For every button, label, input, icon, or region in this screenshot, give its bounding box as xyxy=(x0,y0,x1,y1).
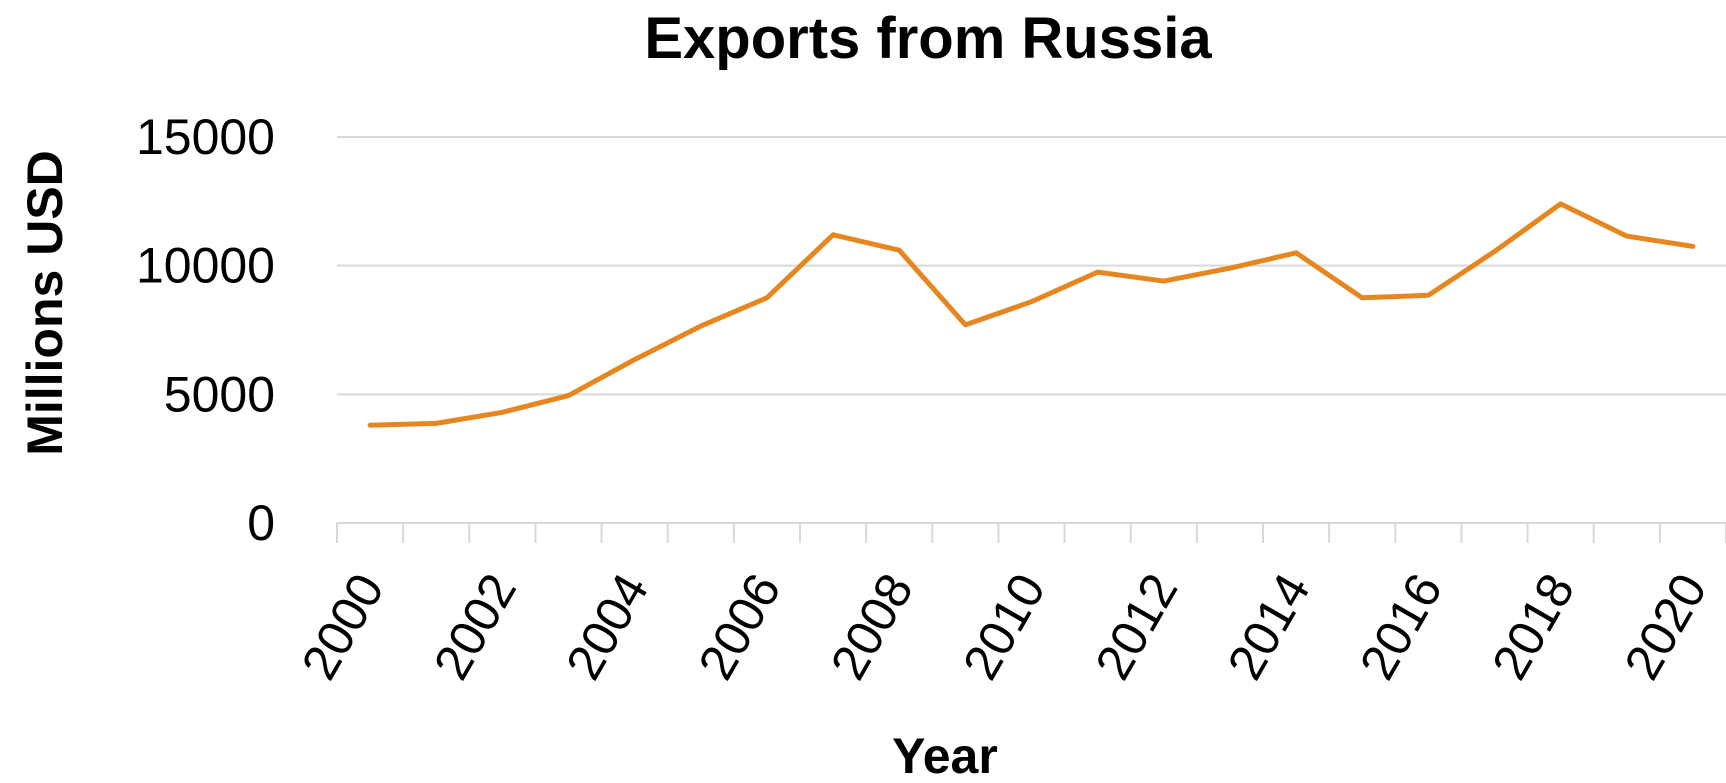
x-tick-label-2004: 2004 xyxy=(555,564,659,688)
x-axis-title: Year xyxy=(892,728,998,783)
y-tick-label-10000: 10000 xyxy=(136,238,275,294)
x-tick-label-2012: 2012 xyxy=(1084,564,1188,688)
x-tick-label-2020: 2020 xyxy=(1613,564,1717,688)
x-tick-label-2000: 2000 xyxy=(291,564,395,688)
x-tick-label-2008: 2008 xyxy=(820,564,924,688)
x-axis xyxy=(336,522,1726,543)
x-axis-tick-labels: 2000 2002 2004 2006 2008 2010 2012 2014 2016 2018… xyxy=(291,564,1718,688)
y-tick-label-0: 0 xyxy=(247,495,275,551)
x-tick-label-2006: 2006 xyxy=(687,564,791,688)
series-line-0 xyxy=(367,201,1696,428)
y-tick-label-15000: 15000 xyxy=(136,109,275,165)
series-lines xyxy=(367,201,1696,428)
x-tick-label-2010: 2010 xyxy=(952,564,1056,688)
x-tick-label-2014: 2014 xyxy=(1217,564,1321,688)
x-tick-label-2002: 2002 xyxy=(423,564,527,688)
x-tick-label-2016: 2016 xyxy=(1349,564,1453,688)
gridlines xyxy=(337,136,1726,396)
y-axis-tick-labels: 0 5000 10000 15000 xyxy=(136,109,275,551)
chart-title: Exports from Russia xyxy=(644,6,1212,71)
y-axis-title: Millions USD xyxy=(17,150,73,456)
x-tick-label-2018: 2018 xyxy=(1481,564,1585,688)
y-tick-label-5000: 5000 xyxy=(164,366,275,422)
